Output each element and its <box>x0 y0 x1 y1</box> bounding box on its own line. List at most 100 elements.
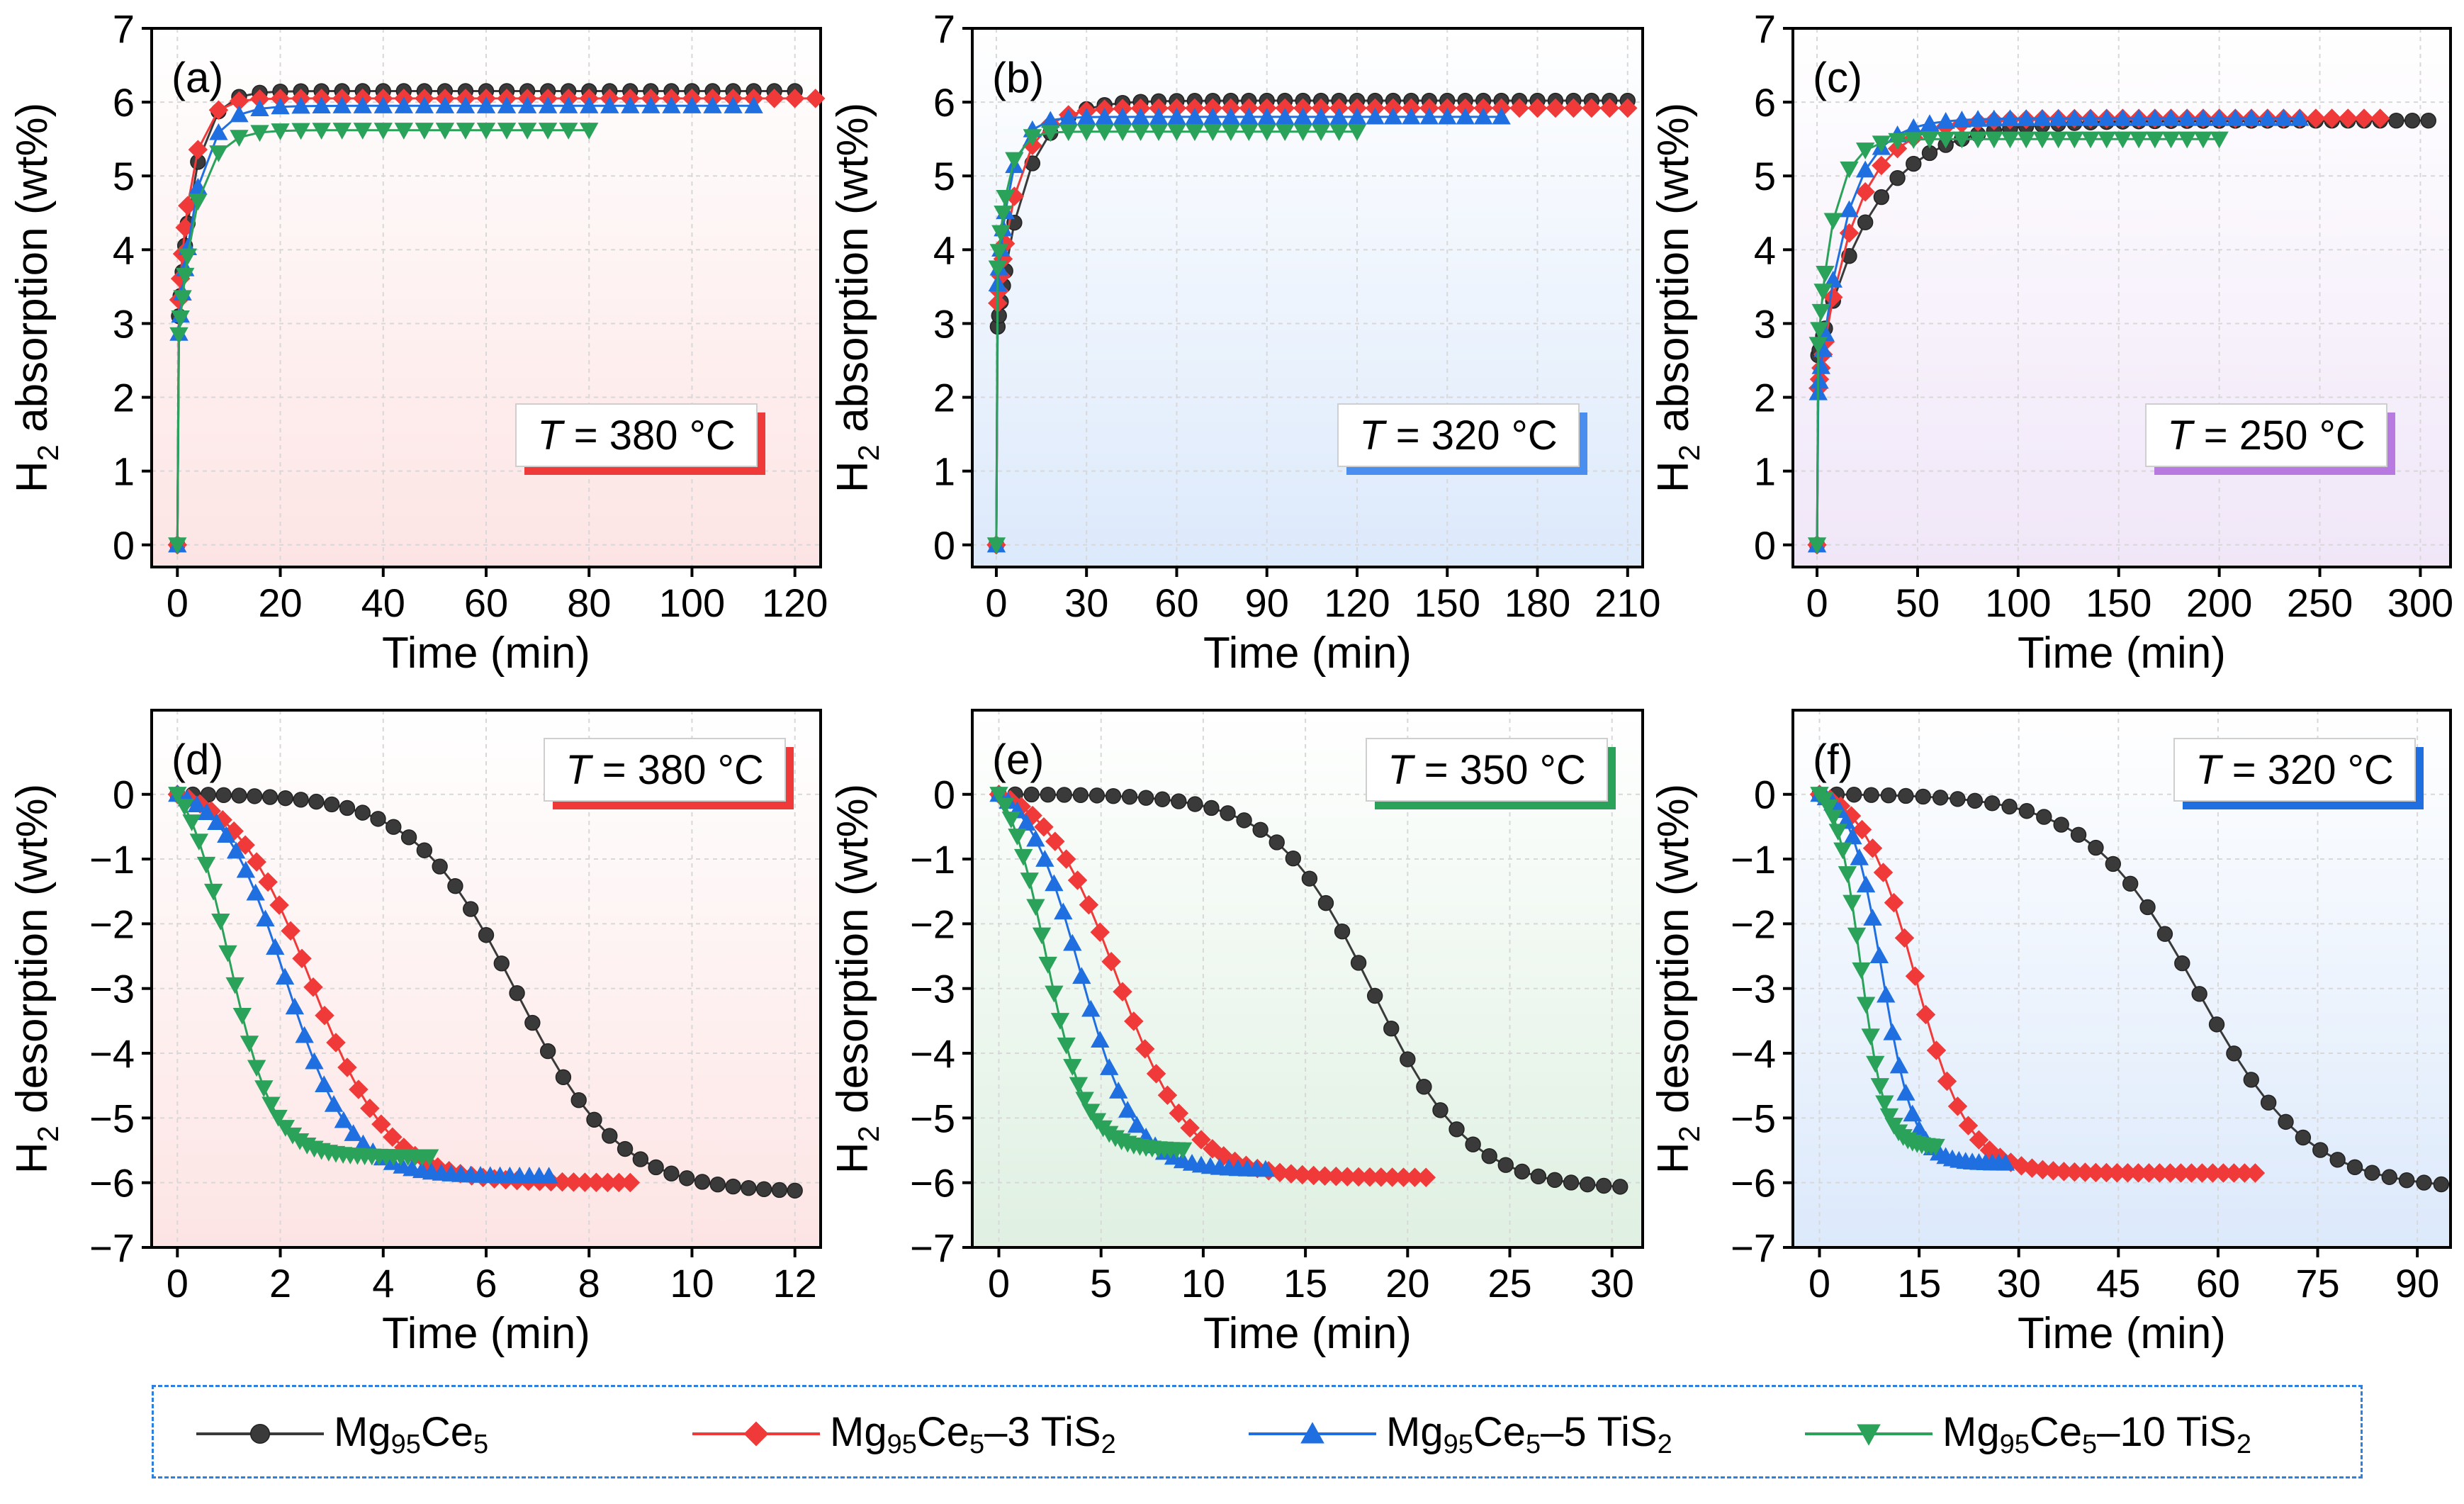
data-point <box>2226 1045 2242 1062</box>
data-point <box>1045 874 1064 892</box>
x-tick-label: 0 <box>1808 1261 1830 1306</box>
x-tick-label: 200 <box>2186 580 2252 625</box>
data-point <box>1920 131 1940 149</box>
data-point <box>1872 135 1891 153</box>
data-point <box>563 1172 584 1192</box>
data-point <box>236 860 256 878</box>
data-point <box>261 1096 281 1114</box>
data-point <box>1038 956 1057 974</box>
data-point <box>1026 829 1045 847</box>
data-point <box>1326 1167 1346 1186</box>
data-point <box>1040 786 1056 803</box>
data-point <box>250 125 269 142</box>
legend-text: –5 TiS <box>1541 1408 1658 1455</box>
y-tick-label: −6 <box>89 1161 135 1206</box>
data-point <box>2018 803 2035 819</box>
data-point <box>1863 787 1879 803</box>
data-point <box>2388 112 2404 129</box>
panel-label: (c) <box>1813 54 1862 101</box>
data-point <box>1067 870 1088 890</box>
data-point <box>2016 109 2036 126</box>
data-point <box>1438 107 1457 125</box>
data-point <box>1402 107 1421 125</box>
series-Mg95Ce5 <box>1811 786 2450 1193</box>
data-point <box>1169 1103 1189 1123</box>
data-point <box>308 793 325 810</box>
legend-text: Mg <box>1942 1408 2000 1455</box>
data-point <box>447 877 463 894</box>
y-tick-label: 1 <box>113 449 135 494</box>
data-point <box>2075 1162 2095 1182</box>
x-tick-label: 2 <box>269 1261 291 1306</box>
data-point <box>188 140 208 159</box>
data-point <box>524 1014 541 1031</box>
data-point <box>1530 1168 1547 1185</box>
x-tick-label: 20 <box>258 580 302 625</box>
data-point <box>168 787 187 804</box>
data-point <box>2224 1163 2244 1183</box>
data-point <box>1879 1108 1899 1126</box>
x-tick-label: 150 <box>1414 580 1480 625</box>
data-point <box>1984 109 2003 127</box>
data-point <box>575 1172 595 1192</box>
y-tick-label: 7 <box>933 6 955 51</box>
data-point <box>1101 951 1121 972</box>
y-tick-label: −5 <box>1731 1096 1776 1140</box>
data-point <box>805 89 826 108</box>
y-axis-title: H2 absorption (wt%) <box>8 103 64 493</box>
data-point <box>292 948 312 969</box>
data-point <box>1072 967 1091 984</box>
data-point <box>1026 899 1045 916</box>
data-point <box>1514 1163 1531 1180</box>
data-point <box>1563 1174 1580 1191</box>
x-tick-label: 30 <box>1590 1261 1634 1306</box>
data-point <box>1366 987 1383 1004</box>
data-point <box>609 1172 629 1193</box>
data-point <box>1838 866 1857 883</box>
plot-frame <box>1791 709 2452 1249</box>
data-point <box>196 856 216 874</box>
x-tick-label: 0 <box>1806 580 1828 625</box>
data-point <box>2065 131 2084 149</box>
data-point <box>580 96 599 113</box>
data-point <box>225 977 244 994</box>
data-point <box>1173 1142 1193 1160</box>
legend-swatch <box>1249 1422 1376 1444</box>
data-point <box>1057 1037 1076 1055</box>
data-point <box>1239 124 1259 141</box>
data-point <box>2016 131 2036 149</box>
data-point <box>171 310 190 327</box>
data-point <box>2274 108 2293 126</box>
data-point <box>1041 111 1060 128</box>
y-tick-label: 7 <box>113 6 135 51</box>
data-point <box>1079 894 1099 915</box>
data-point <box>189 834 209 851</box>
data-point <box>1905 966 1925 987</box>
x-tick-label: 6 <box>475 1261 497 1306</box>
data-point <box>1509 98 1529 118</box>
data-point <box>2128 1163 2149 1183</box>
legend-text: Ce <box>1473 1408 1526 1455</box>
data-point <box>1034 817 1054 837</box>
data-point <box>2081 108 2100 126</box>
data-point <box>2139 1163 2159 1183</box>
data-point <box>2156 926 2173 942</box>
y-tick-label: −1 <box>1731 837 1776 882</box>
y-tick-label: −1 <box>89 837 135 882</box>
data-point <box>1419 107 1439 125</box>
data-point <box>641 96 660 113</box>
x-tick-label: 60 <box>464 580 508 625</box>
data-point <box>217 826 236 843</box>
temperature-box-frame <box>2145 403 2387 467</box>
plot-background <box>152 28 821 567</box>
data-point <box>386 819 402 835</box>
data-point <box>2193 108 2213 126</box>
data-point <box>176 267 195 285</box>
data-point <box>230 105 249 123</box>
x-tick-label: 10 <box>670 1261 714 1306</box>
legend-subscript: 95 <box>1443 1429 1473 1459</box>
data-point <box>679 1170 695 1186</box>
data-point <box>2398 1172 2415 1189</box>
data-point <box>209 123 228 140</box>
